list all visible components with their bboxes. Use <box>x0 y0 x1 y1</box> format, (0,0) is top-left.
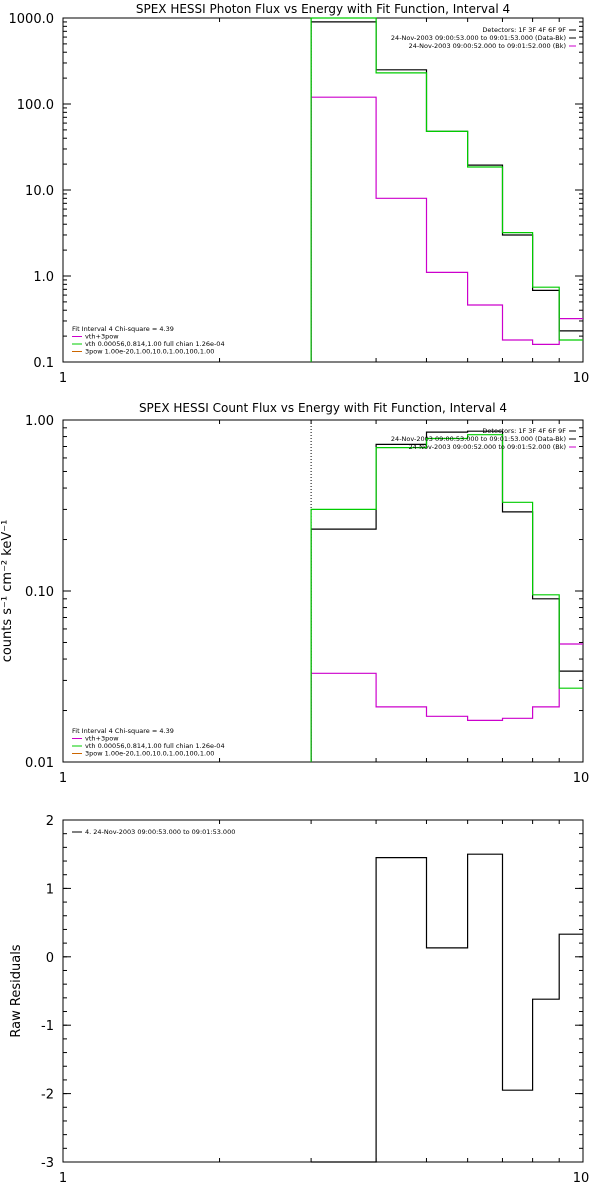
count-flux-plot-frame <box>62 419 584 763</box>
annotation-text: 24-Nov-2003 09:00:52.000 to 09:01:52.000… <box>409 443 566 451</box>
annotation-text: Detectors: 1F 3F 4F 6F 9F <box>482 427 566 435</box>
annotation-text: Detectors: 1F 3F 4F 6F 9F <box>482 26 566 34</box>
legend-label: 3pow 1.00e-20,1.00,10.0,1.00,100,1.00 <box>85 348 214 356</box>
residuals-panel: Raw Residuals 210-1-2-31 104. 24-Nov-2003… <box>9 814 589 1186</box>
series-line-vth <box>310 17 583 362</box>
legend-label: vth+3pow <box>85 333 119 341</box>
count-flux-title: SPEX HESSI Count Flux vs Energy with Fit… <box>139 401 507 415</box>
legend-label: Fit Interval 4 Chi-square = 4.39 <box>72 727 174 735</box>
y-tick-label: 10.0 <box>25 184 54 199</box>
count-flux-y-axis-label: counts s⁻¹ cm⁻² keV⁻¹ <box>0 520 15 663</box>
residuals-data-layer: 210-1-2-31 104. 24-Nov-2003 09:00:53.000 … <box>41 814 589 1186</box>
y-tick-label: 1 <box>46 882 54 897</box>
legend-label: vth 0.00056,0.814,1.00 full chian 1.26e-… <box>85 340 225 348</box>
photon-flux-data-layer: 1000.0 100.0 10.0 1.0 0.1 1 10 Detectors: 1F 3F… <box>9 12 590 386</box>
legend-label: vth 0.00056,0.814,1.00 full chian 1.26e-… <box>85 742 225 750</box>
y-tick-label: -2 <box>41 1088 54 1103</box>
annotation-text: 24-Nov-2003 09:00:53.000 to 09:01:53.000… <box>391 435 566 443</box>
series-line-vth <box>310 434 583 762</box>
y-tick-label: 1.00 <box>25 414 54 429</box>
x-tick-label: 10 <box>573 371 590 386</box>
y-tick-label: -1 <box>41 1019 54 1034</box>
series-line-data <box>310 430 583 762</box>
y-tick-label: 1000.0 <box>9 12 55 27</box>
series-line-data <box>310 21 583 362</box>
y-tick-label: 2 <box>46 814 54 829</box>
photon-flux-panel: SPEX HESSI Photon Flux vs Energy with Fi… <box>9 2 590 386</box>
y-tick-label: 1.0 <box>33 270 54 285</box>
y-tick-label: 0.01 <box>25 756 54 771</box>
series-line-4-24-nov-2003-09-00-53-000-to-09-01-53-000 <box>311 853 583 1163</box>
x-tick-label: 1 <box>59 1171 67 1186</box>
y-tick-label: 0.1 <box>33 356 54 371</box>
count-flux-panel: SPEX HESSI Count Flux vs Energy with Fit… <box>0 401 589 786</box>
series-line-vth-3pow <box>310 643 583 762</box>
legend-label: vth+3pow <box>85 735 119 743</box>
residuals-y-axis-label: Raw Residuals <box>9 944 24 1037</box>
legend-label: 3pow 1.00e-20,1.00,10.0,1.00,100,1.00 <box>85 750 214 758</box>
y-tick-label: 0 <box>46 951 54 966</box>
residuals-plot-frame <box>62 819 584 1163</box>
x-tick-label: 1 <box>59 371 67 386</box>
y-tick-label: -3 <box>41 1156 54 1171</box>
legend-label: 4. 24-Nov-2003 09:00:53.000 to 09:01:53.… <box>85 828 235 836</box>
x-tick-label: 10 <box>573 1171 590 1186</box>
y-tick-label: 0.10 <box>25 585 54 600</box>
photon-flux-plot-frame <box>62 17 584 363</box>
annotation-text: 24-Nov-2003 09:00:53.000 to 09:01:53.000… <box>391 34 566 42</box>
series-line-vth-3pow <box>310 96 583 362</box>
count-flux-data-layer: 1.00 0.10 0.01 1 10 Detectors: 1F 3F 4F 6F 9F… <box>25 414 589 786</box>
x-tick-label: 10 <box>573 771 590 786</box>
y-tick-label: 100.0 <box>17 98 54 113</box>
legend-label: Fit Interval 4 Chi-square = 4.39 <box>72 325 174 333</box>
x-tick-label: 1 <box>59 771 67 786</box>
annotation-text: 24-Nov-2003 09:00:52.000 to 09:01:52.000… <box>409 42 566 50</box>
photon-flux-title: SPEX HESSI Photon Flux vs Energy with Fi… <box>136 2 510 16</box>
